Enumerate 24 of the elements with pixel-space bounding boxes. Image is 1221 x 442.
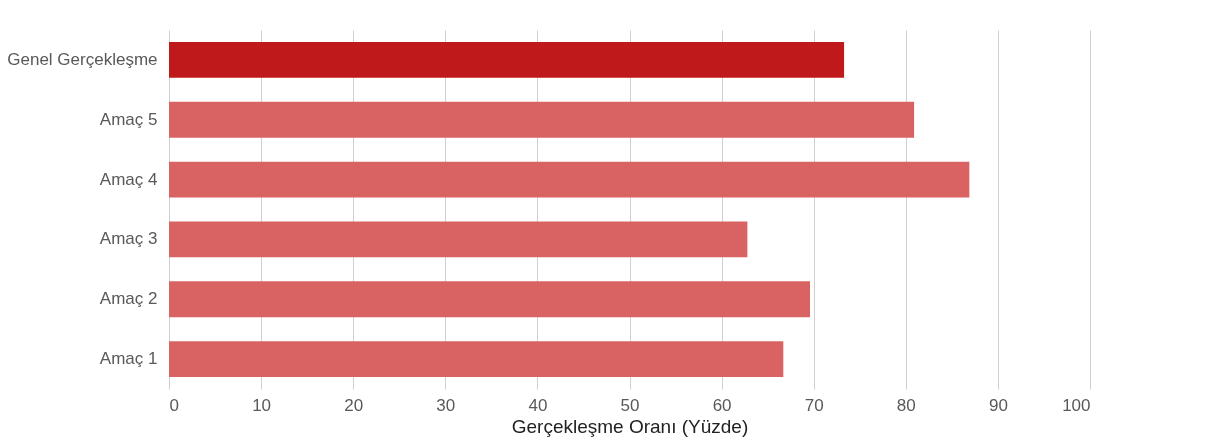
bar <box>169 101 915 138</box>
bar <box>169 341 784 378</box>
x-tick-label: 40 <box>528 395 548 415</box>
x-tick-label: 70 <box>804 395 824 415</box>
y-tick-label: Genel Gerçekleşme <box>7 49 158 69</box>
y-tick-label: Amaç 2 <box>99 289 158 309</box>
x-tick-label: 10 <box>252 395 272 415</box>
y-tick-label: Amaç 1 <box>99 349 158 369</box>
x-tick-label: 60 <box>712 395 732 415</box>
y-tick-label: Amaç 3 <box>99 229 158 249</box>
x-tick-label: 0 <box>169 395 179 415</box>
y-tick-label: Amaç 4 <box>99 169 158 189</box>
x-tick-label: 100 <box>1062 395 1091 415</box>
x-tick-label: 90 <box>988 395 1008 415</box>
bar <box>169 221 748 258</box>
x-tick-label: 80 <box>896 395 916 415</box>
bar <box>169 41 845 78</box>
x-tick-label: 20 <box>344 395 364 415</box>
x-tick-label: 50 <box>620 395 640 415</box>
y-tick-label: Amaç 5 <box>99 109 158 129</box>
x-axis-title: Gerçekleşme Oranı (Yüzde) <box>511 415 749 437</box>
x-tick-label: 30 <box>436 395 456 415</box>
bar <box>169 161 970 198</box>
bar <box>169 281 811 318</box>
